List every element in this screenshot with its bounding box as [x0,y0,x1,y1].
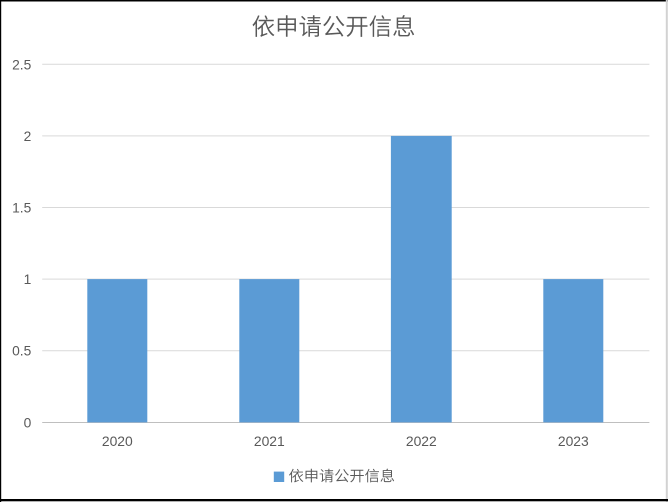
svg-text:2: 2 [24,129,32,144]
svg-text:2020: 2020 [102,433,133,449]
svg-text:2022: 2022 [406,433,437,449]
svg-text:0.5: 0.5 [12,344,32,359]
svg-text:2.5: 2.5 [12,57,32,72]
svg-text:1.5: 1.5 [12,201,32,216]
svg-text:2023: 2023 [558,433,589,449]
svg-text:1: 1 [24,272,32,287]
svg-text:2021: 2021 [254,433,285,449]
svg-text:0: 0 [24,415,32,430]
